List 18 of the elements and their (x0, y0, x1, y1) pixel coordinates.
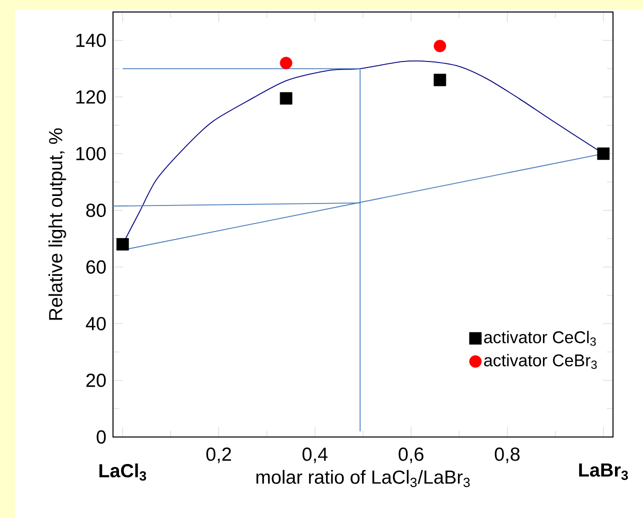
y-tick-label: 20 (86, 374, 106, 388)
x-axis-title: molar ratio of LaCl$_{3}$/LaBr$_{3}$ (256, 470, 470, 488)
x-tick-label: 0,2 (206, 447, 231, 464)
y-tick-label: 140 (76, 34, 106, 48)
legend-label: activator CeCl$_{3}$ (484, 330, 596, 346)
y-tick-label: 40 (86, 316, 106, 330)
x-tick-label: 0,4 (302, 447, 328, 464)
y-tick-label: 60 (86, 260, 106, 274)
y-tick-label: 120 (76, 90, 106, 104)
y-tick-label: 100 (76, 146, 106, 160)
legend-label: activator CeBr$_{3}$ (484, 354, 597, 369)
y-axis-title: Relative light output, % (48, 128, 66, 320)
x-tick-label: 0,6 (398, 447, 424, 464)
y-tick-label: 0 (96, 430, 106, 444)
text: LaBr$_{3}$ (579, 464, 628, 480)
x-tick-label: 0,8 (494, 447, 520, 464)
y-tick-label: 80 (86, 204, 106, 218)
text: LaCl$_{3}$ (99, 463, 146, 481)
